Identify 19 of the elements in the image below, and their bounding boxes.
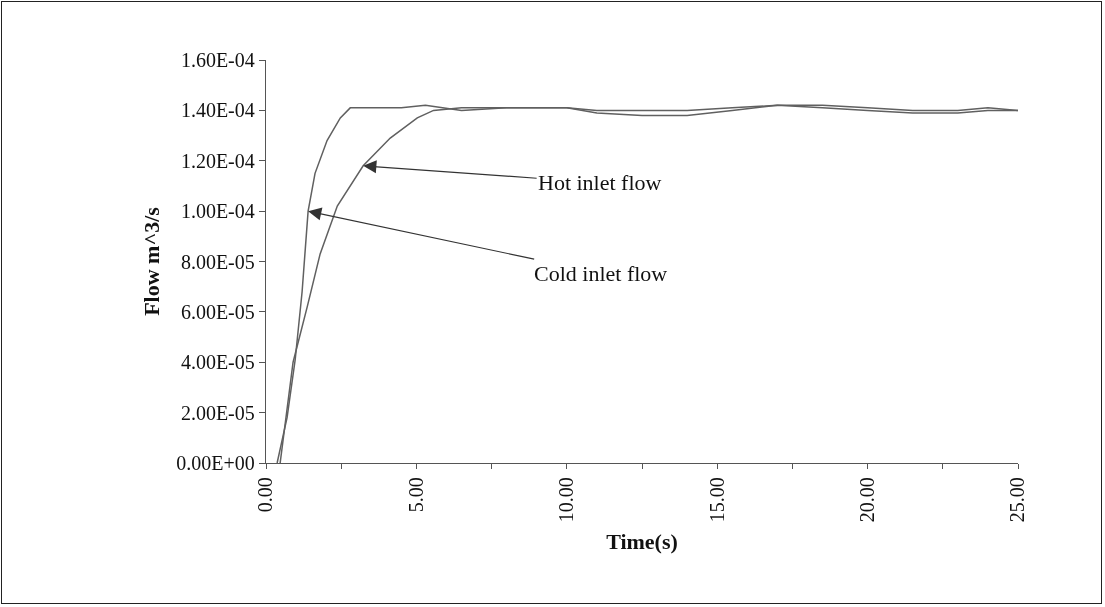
x-tick-label: 25.00 bbox=[1006, 477, 1029, 523]
x-tick-label: 10.00 bbox=[555, 477, 578, 523]
x-axis-title: Time(s) bbox=[606, 529, 678, 554]
annotation: Cold inlet flow bbox=[534, 261, 668, 286]
x-tick-label: 5.00 bbox=[404, 477, 427, 513]
y-tick-label: 1.40E-04 bbox=[180, 99, 255, 122]
y-tick-label: 1.20E-04 bbox=[180, 149, 255, 172]
y-tick-label: 4.00E-05 bbox=[180, 351, 255, 374]
y-tick-label: 1.00E-04 bbox=[180, 200, 255, 223]
x-tick-label: 0.00 bbox=[254, 477, 277, 513]
y-tick-label: 1.60E-04 bbox=[180, 49, 255, 71]
x-tick-label: 20.00 bbox=[856, 477, 879, 523]
x-tick-label: 15.00 bbox=[705, 477, 728, 523]
y-axis-title: Flow m^3/s bbox=[139, 206, 165, 316]
y-tick-label: 6.00E-05 bbox=[180, 300, 255, 323]
y-tick-label: 8.00E-05 bbox=[180, 250, 255, 273]
y-tick-label: 2.00E-05 bbox=[180, 401, 255, 424]
y-tick-label: 0.00E+00 bbox=[176, 452, 255, 474]
annotation: Hot inlet flow bbox=[538, 170, 662, 195]
